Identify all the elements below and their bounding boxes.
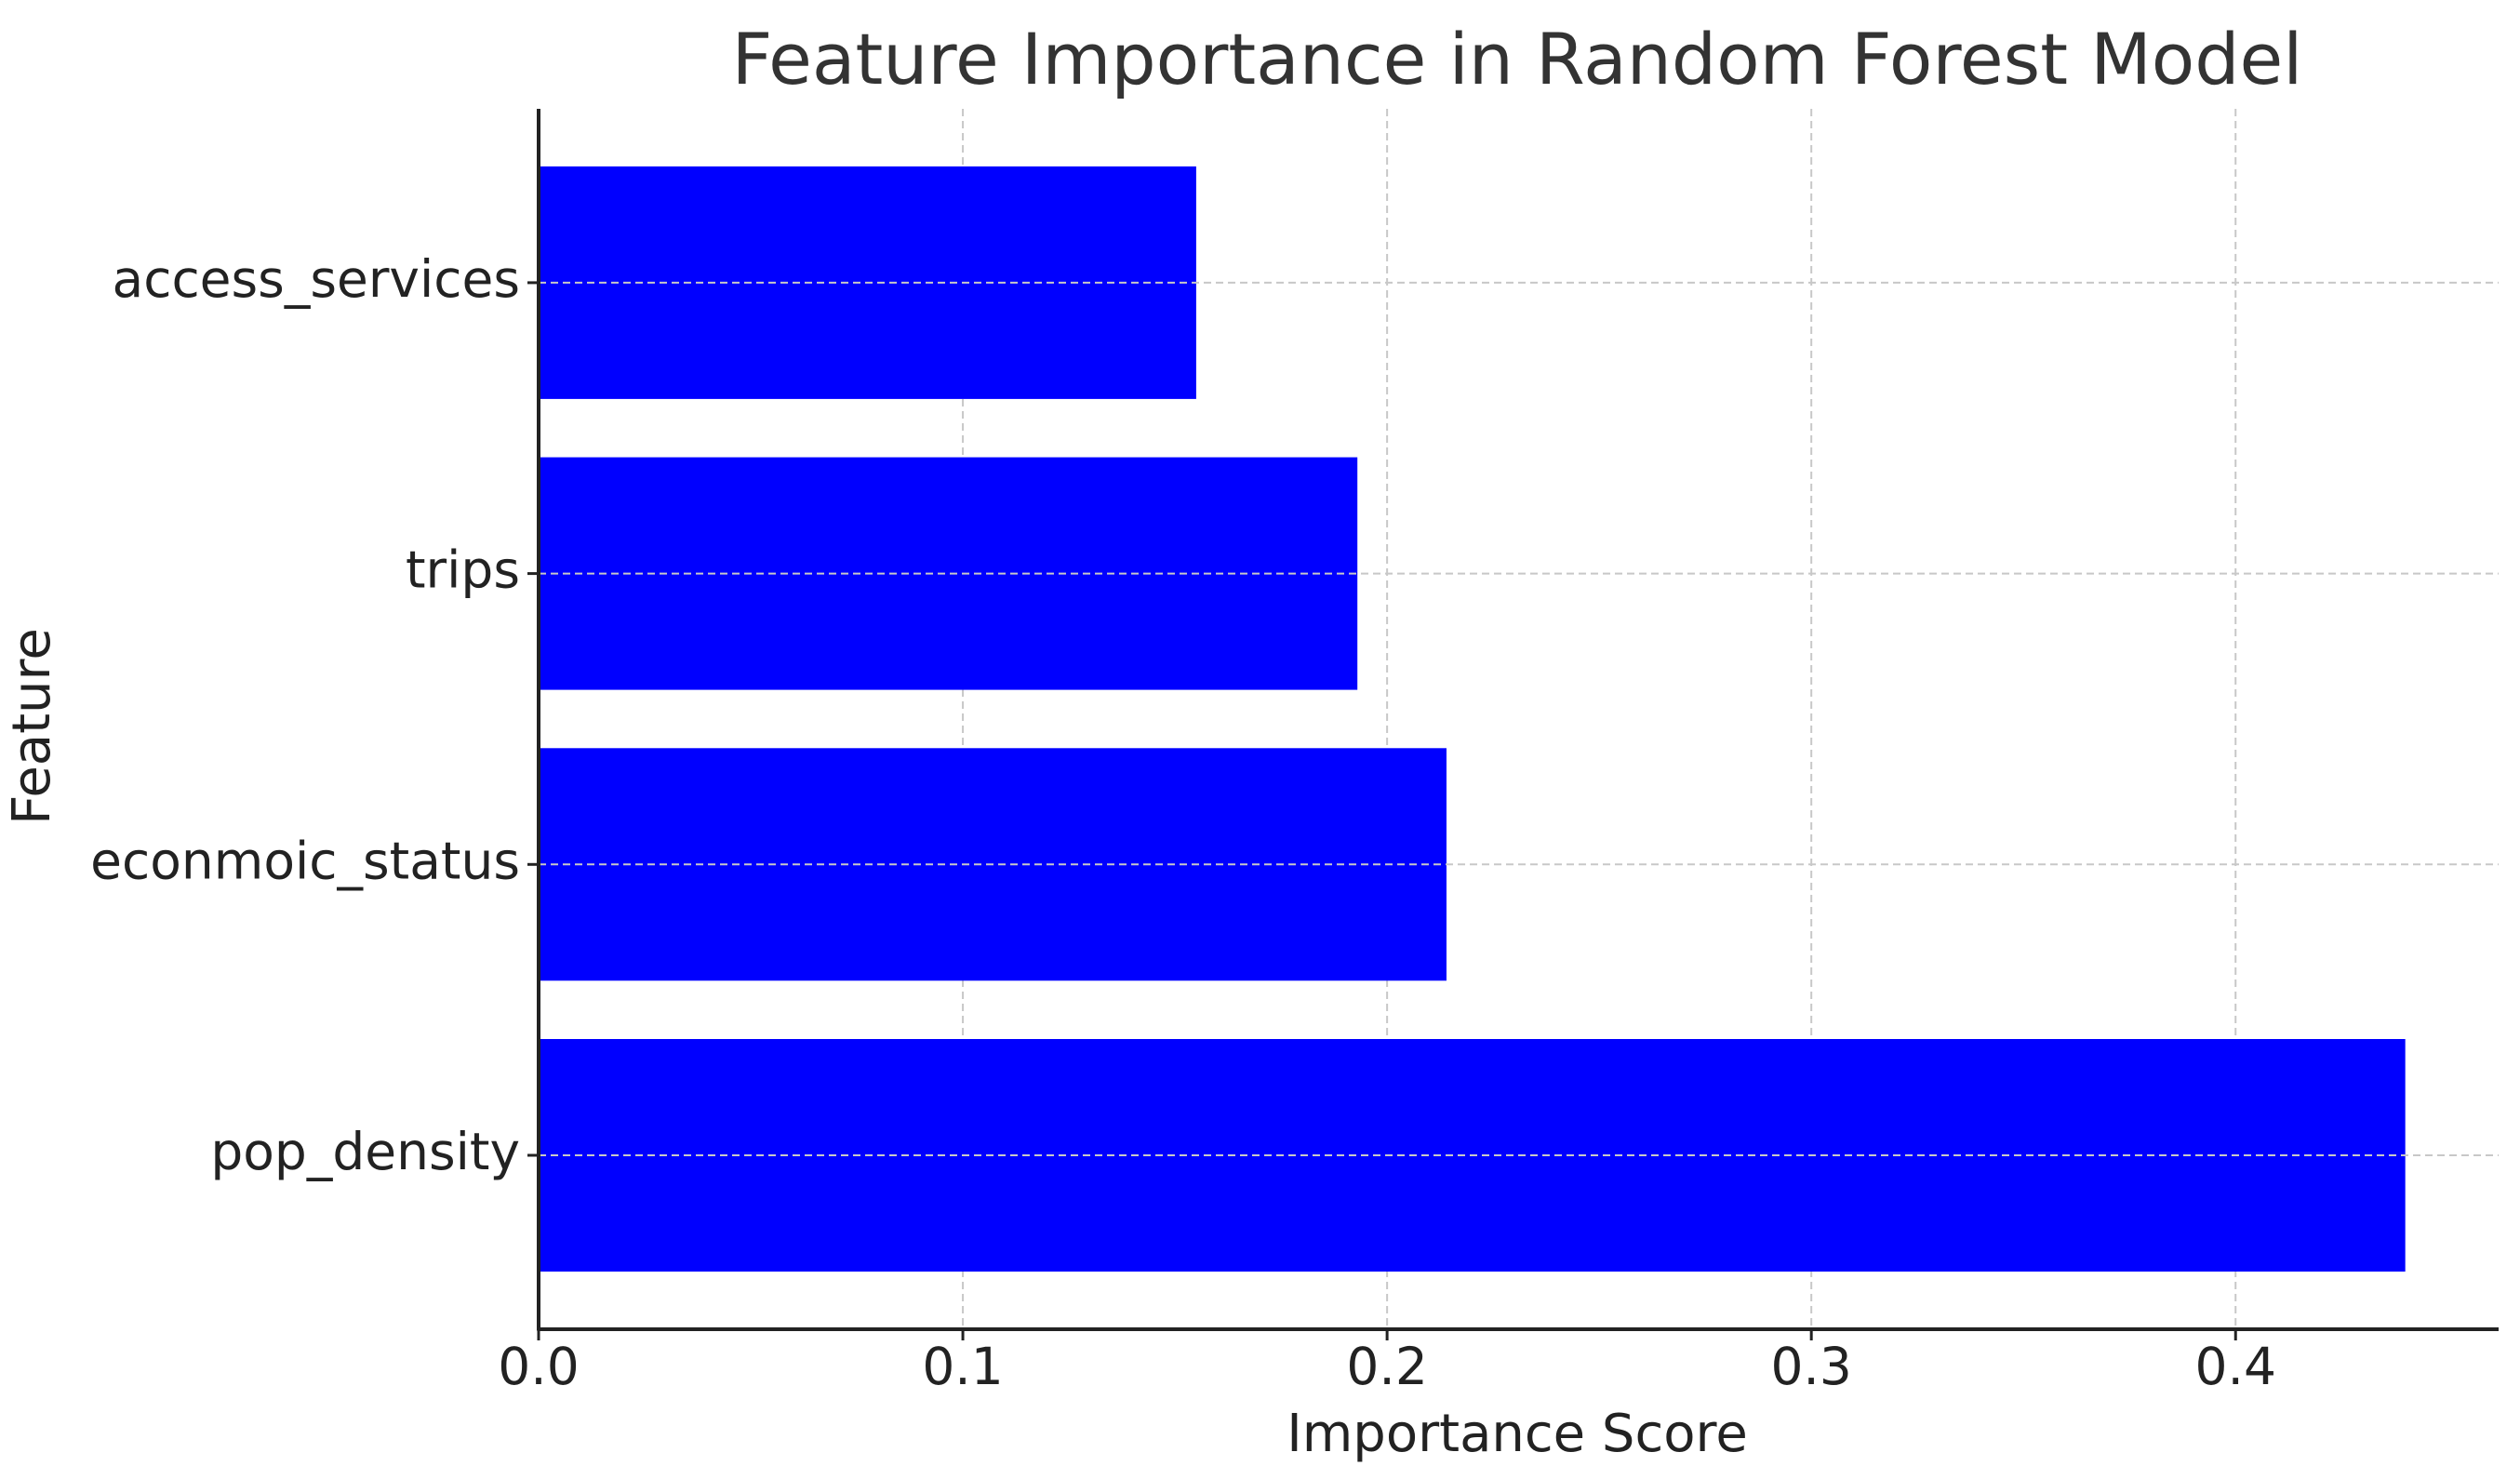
y-tick-label: trips	[406, 540, 520, 600]
x-tick-label: 0.2	[1346, 1337, 1427, 1396]
x-tick-label: 0.3	[1770, 1337, 1851, 1396]
x-tick-label: 0.0	[498, 1337, 579, 1396]
y-tick-label: access_services	[113, 249, 521, 309]
y-tick-label: pop_density	[210, 1122, 520, 1181]
y-tick-label: econmoic_status	[90, 831, 520, 890]
x-axis-label: Importance Score	[1287, 1404, 1748, 1464]
y-axis-label: Feature	[2, 628, 62, 825]
x-tick-label: 0.4	[2195, 1337, 2276, 1396]
x-tick-label: 0.1	[922, 1337, 1003, 1396]
chart-title: Feature Importance in Random Forest Mode…	[732, 18, 2303, 100]
